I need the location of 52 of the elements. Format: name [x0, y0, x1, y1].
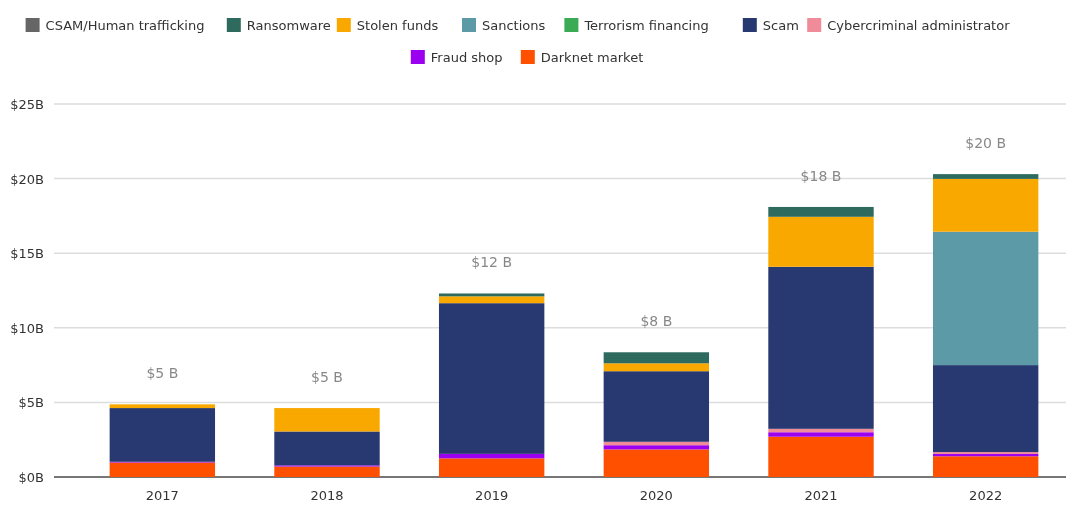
bar	[768, 436, 874, 477]
y-tick-label: $20B	[10, 171, 44, 187]
bar	[274, 408, 380, 432]
y-tick-label: $0B	[18, 470, 44, 485]
bar	[109, 408, 216, 462]
bar	[603, 449, 710, 477]
legend-label: Terrorism financing	[583, 18, 709, 33]
total-label: $20 B	[965, 135, 1007, 152]
bar	[274, 466, 380, 477]
bar	[438, 303, 545, 454]
bar	[109, 462, 216, 477]
x-tick-label: 2019	[475, 488, 509, 503]
x-tick-label: 2021	[804, 488, 838, 503]
legend-label: Fraud shop	[430, 50, 503, 65]
bar	[768, 266, 874, 429]
bar	[768, 206, 874, 217]
legend-label: Stolen funds	[356, 18, 439, 33]
legend-label: Ransomware	[246, 18, 331, 33]
bar	[603, 352, 710, 364]
y-tick-label: $10B	[10, 320, 44, 336]
bar	[932, 174, 1039, 179]
bar	[603, 371, 710, 442]
x-tick-label: 2022	[969, 488, 1003, 503]
legend-label: Scam	[762, 18, 799, 33]
bar	[438, 458, 545, 477]
legend-label: Cybercriminal administrator	[827, 18, 1011, 33]
legend-label: Darknet market	[540, 50, 644, 65]
bar	[768, 432, 874, 437]
bar	[603, 445, 710, 450]
bar	[274, 431, 380, 466]
total-label: $8 B	[640, 313, 673, 330]
bar	[932, 178, 1039, 232]
bar	[932, 365, 1039, 453]
total-label: $5 B	[311, 369, 343, 386]
bar	[932, 231, 1039, 366]
bar	[438, 296, 545, 304]
x-tick-label: 2020	[639, 488, 673, 503]
y-tick-label: $5B	[18, 395, 44, 411]
x-tick-label: 2017	[145, 488, 179, 503]
y-tick-label: $25B	[10, 97, 44, 112]
total-label: $18 B	[800, 167, 842, 184]
total-label: $12 B	[471, 254, 513, 271]
x-tick-label: 2018	[310, 488, 344, 503]
total-label: $5 B	[146, 365, 179, 382]
legend-label: Sanctions	[482, 18, 546, 33]
legend-label: CSAM/Human trafficking	[45, 18, 205, 33]
bar	[438, 293, 545, 297]
bar	[109, 404, 216, 409]
y-tick-label: $15B	[10, 246, 44, 262]
bar	[932, 456, 1039, 477]
bar	[603, 363, 710, 372]
bar	[768, 216, 874, 267]
